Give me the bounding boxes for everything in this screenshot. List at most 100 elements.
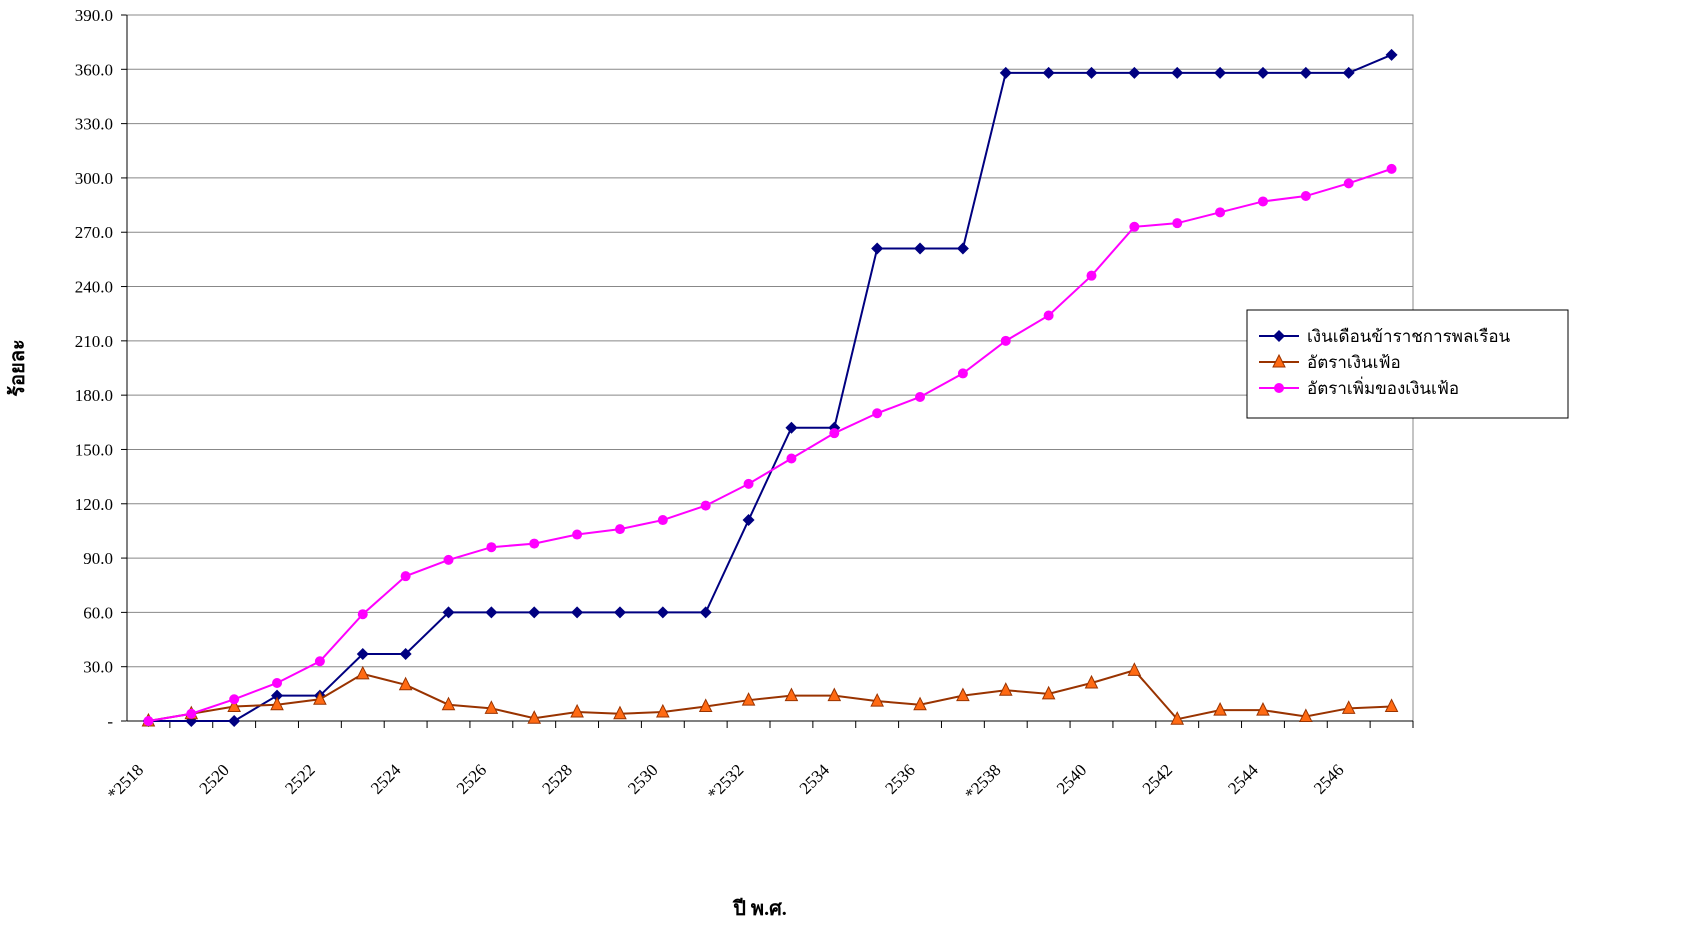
y-tick-label: 330.0 [75,115,113,134]
data-point [1172,218,1183,229]
data-point [355,665,370,680]
data-point [357,609,368,620]
x-tick-label: 2542 [1139,760,1176,797]
data-point [443,554,454,565]
data-point [314,656,325,667]
data-point [698,698,713,713]
data-point [186,708,197,719]
data-point [400,571,411,582]
y-tick-label: 360.0 [75,60,113,79]
legend-label: อัตราเงินเฟ้อ [1307,353,1401,372]
data-point [143,716,154,726]
data-point [1085,66,1098,79]
y-tick-label: 60.0 [83,603,113,622]
data-point [570,703,584,718]
data-point [870,692,884,707]
data-point [313,691,327,705]
x-axis-label: ปี พ.ศ. [732,897,787,920]
data-point [271,689,284,702]
data-point [571,606,584,619]
data-point [956,687,970,702]
data-point [486,542,497,553]
data-point [1086,270,1097,281]
data-point [1171,66,1184,79]
data-point [829,428,840,439]
data-point [1214,66,1227,79]
data-point [1299,66,1312,79]
data-point [1127,662,1142,676]
data-point [999,66,1012,79]
data-point [442,606,455,619]
legend-box [1246,309,1569,419]
data-point [1128,66,1141,79]
data-point [613,705,627,720]
data-point [827,687,842,702]
y-axis-label: ร้อยละ [6,339,29,396]
y-tick-label: 300.0 [75,169,113,188]
data-point [529,538,540,549]
data-point [913,696,927,711]
data-point [227,698,241,713]
x-tick-label: 2522 [281,760,318,797]
data-point [228,715,241,727]
data-point [399,648,412,661]
data-point [1213,702,1227,716]
y-tick-label: 90.0 [83,549,113,568]
legend-label: อัตราเพิ่มของเงินเฟ้อ [1307,376,1459,398]
data-point [1042,66,1055,79]
y-tick-label: 210.0 [75,332,113,351]
data-point [441,696,456,711]
data-point [1385,48,1398,61]
data-point [1300,191,1311,202]
data-point [1256,66,1269,79]
data-point [1170,711,1185,725]
data-point [614,524,625,535]
data-point [1084,674,1099,689]
data-point [528,606,541,619]
x-tick-label: 2540 [1053,760,1090,797]
data-point [957,368,968,379]
data-point [657,515,668,526]
series-line [148,167,1392,722]
y-tick-label: 240.0 [75,278,113,297]
data-point [1341,700,1356,714]
x-tick-label: 2524 [367,760,405,798]
data-point [1215,207,1226,218]
x-tick-label: 2546 [1310,760,1347,797]
data-point [785,421,798,434]
x-tick-label: *2532 [704,760,747,803]
x-tick-label: 2528 [538,760,575,797]
plot-frame [126,14,1414,722]
data-point [1041,685,1056,700]
data-point [1386,163,1397,174]
data-point [527,710,542,724]
data-point [743,478,754,489]
legend-marker [1272,353,1286,368]
data-point [1257,196,1268,207]
data-point [871,242,884,255]
data-point [1343,178,1354,189]
data-point [485,606,498,619]
series-line [148,53,1392,722]
data-point [613,606,626,619]
y-tick-label: 270.0 [75,223,113,242]
data-point [1129,221,1140,232]
y-tick-label: - [107,712,113,731]
data-point [998,682,1013,696]
data-point [270,696,284,711]
y-tick-label: 150.0 [75,440,113,459]
data-point [914,242,927,255]
y-tick-label: 120.0 [75,495,113,514]
data-point [742,514,755,527]
data-point [484,700,499,714]
x-tick-label: *2538 [961,760,1004,803]
data-point [1342,66,1355,79]
data-point [398,676,413,691]
series-line [148,669,1392,722]
x-tick-label: 2520 [196,760,233,797]
data-point [1000,335,1011,346]
data-point [356,648,369,661]
data-point [272,677,283,688]
data-point [741,692,756,706]
